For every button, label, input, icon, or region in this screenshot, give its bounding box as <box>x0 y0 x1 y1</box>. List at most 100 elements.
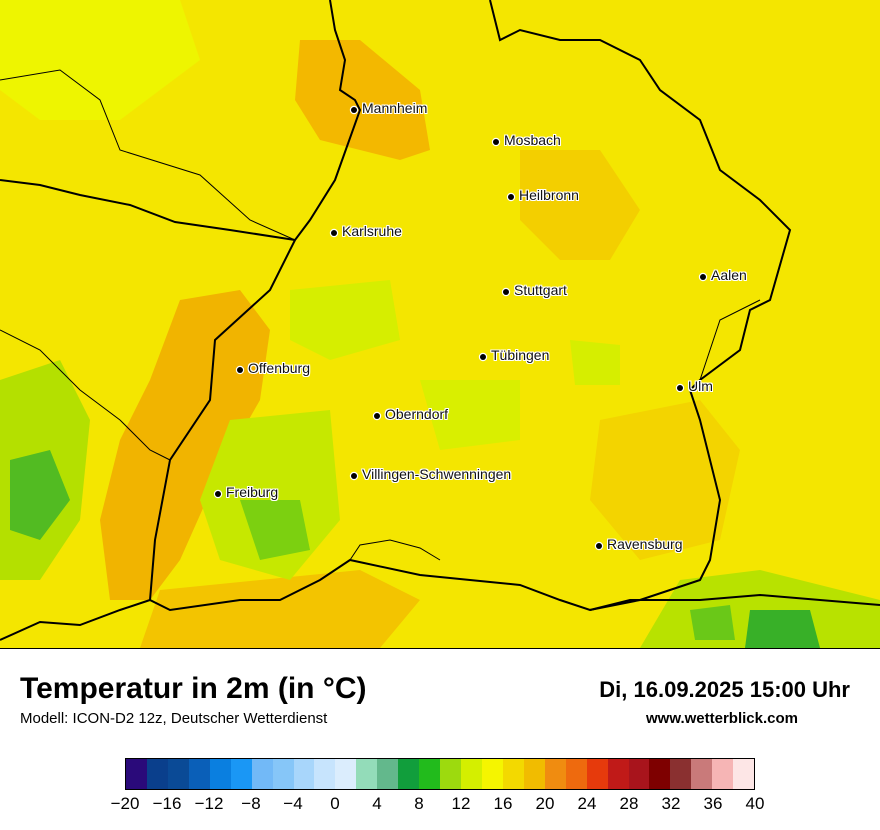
legend-swatch <box>167 759 189 789</box>
legend-swatch <box>461 759 482 789</box>
legend-tick-label: −8 <box>241 794 261 813</box>
city-label: Karlsruhe <box>342 223 402 239</box>
website-link[interactable]: www.wetterblick.com <box>646 710 798 727</box>
legend-swatch <box>335 759 357 789</box>
legend-swatch <box>188 759 210 789</box>
city-label: Villingen-Schwenningen <box>362 466 512 482</box>
legend-swatch <box>691 759 713 789</box>
city-dot <box>351 107 357 113</box>
legend-tick-label: 36 <box>703 794 723 813</box>
legend-tick-label: 12 <box>451 794 471 813</box>
warm-area-mannheim <box>295 40 430 160</box>
legend-tick-label: −20 <box>110 794 140 813</box>
legend-tick-label: 32 <box>661 794 681 813</box>
city-label: Stuttgart <box>514 282 567 298</box>
cool-area-nw <box>0 0 200 120</box>
city-dot <box>374 413 380 419</box>
city-dot <box>215 491 221 497</box>
city-label: Oberndorf <box>385 406 449 422</box>
city-dot <box>508 194 514 200</box>
district-border-bavaria <box>699 299 761 381</box>
city-label: Ravensburg <box>607 536 683 552</box>
legend-swatch <box>440 759 461 789</box>
city-dot <box>596 543 602 549</box>
state-border-bw <box>148 0 792 612</box>
legend-tick-label: 4 <box>372 794 382 813</box>
legend-swatch <box>607 759 629 789</box>
model-info: Modell: ICON-D2 12z, Deutscher Wetterdie… <box>20 710 328 727</box>
city-dot <box>677 385 683 391</box>
legend-swatch <box>419 759 441 789</box>
cool-area-swabian-alb <box>420 380 520 450</box>
city-dot <box>351 473 357 479</box>
legend-ticks: −20 −16 −12 −8 −4 0 4 8 12 16 20 24 28 32 36 40 <box>111 794 765 818</box>
warm-area-upper-rhine <box>100 290 270 600</box>
green-area-blackforest <box>240 500 310 560</box>
warm-area-neckar <box>520 150 640 260</box>
legend-tick-label: 8 <box>414 794 424 813</box>
green-area-allgaeu <box>745 610 820 648</box>
map-canvas <box>0 0 880 648</box>
legend-swatch <box>628 759 650 789</box>
district-border-nw <box>0 69 296 241</box>
legend-tick-label: −12 <box>194 794 224 813</box>
temperature-map[interactable]: Mannheim Mosbach Heilbronn Karlsruhe Aal… <box>0 0 880 649</box>
forecast-datetime: Di, 16.09.2025 15:00 Uhr <box>599 677 850 702</box>
border-switzerland-west <box>0 599 151 641</box>
legend-swatch <box>146 759 168 789</box>
city-label: Ulm <box>688 378 713 394</box>
legend-tick-label: 40 <box>745 794 765 813</box>
legend-swatch <box>126 759 147 789</box>
legend-swatch <box>272 759 294 789</box>
city-label: Heilbronn <box>519 187 579 203</box>
city-dot <box>700 274 706 280</box>
legend-tick-label: 0 <box>330 794 340 813</box>
legend-tick-label: 24 <box>577 794 597 813</box>
legend-swatch <box>712 759 734 789</box>
city-label: Freiburg <box>226 484 279 500</box>
legend-swatch <box>481 759 503 789</box>
legend-swatch <box>586 759 608 789</box>
district-border-alsace <box>0 329 171 461</box>
map-footer <box>0 649 880 830</box>
city-label: Aalen <box>711 267 747 283</box>
legend-swatch <box>544 759 566 789</box>
legend-tick-label: −4 <box>283 794 303 813</box>
city-label: Mosbach <box>504 132 561 148</box>
city-dot <box>493 139 499 145</box>
border-france-north <box>0 179 296 241</box>
legend-tick-label: 28 <box>619 794 639 813</box>
legend-swatch <box>670 759 692 789</box>
warm-area-hochrhein <box>140 570 420 648</box>
legend-swatch <box>356 759 378 789</box>
legend-swatch <box>398 759 420 789</box>
legend-swatch <box>523 759 545 789</box>
legend-swatch <box>251 759 273 789</box>
city-dot <box>331 230 337 236</box>
border-austria <box>589 593 880 611</box>
map-title: Temperatur in 2m (in °C) <box>20 672 367 705</box>
city-dot <box>237 367 243 373</box>
green-area-vosges <box>10 450 70 540</box>
legend-swatch <box>565 759 587 789</box>
legend-swatch <box>502 759 524 789</box>
legend-tick-label: −16 <box>152 794 182 813</box>
city-label: Offenburg <box>248 360 311 376</box>
legend-swatch <box>314 759 336 789</box>
city-label: Mannheim <box>362 100 428 116</box>
color-legend <box>125 758 755 790</box>
city-dot <box>503 289 509 295</box>
city-dot <box>480 354 486 360</box>
green-area-allgaeu-west <box>690 605 735 640</box>
legend-tick-label: 20 <box>535 794 555 813</box>
cool-area-north-blackforest <box>290 280 400 360</box>
warm-area-oberschwaben <box>590 400 740 560</box>
legend-tick-label: 16 <box>493 794 513 813</box>
legend-swatch <box>230 759 252 789</box>
cool-area-alb-east <box>570 340 620 385</box>
legend-swatch <box>209 759 231 789</box>
legend-swatch <box>649 759 671 789</box>
lake-constance-shore <box>349 539 441 561</box>
legend-swatch <box>733 759 755 789</box>
city-label: Tübingen <box>491 347 550 363</box>
